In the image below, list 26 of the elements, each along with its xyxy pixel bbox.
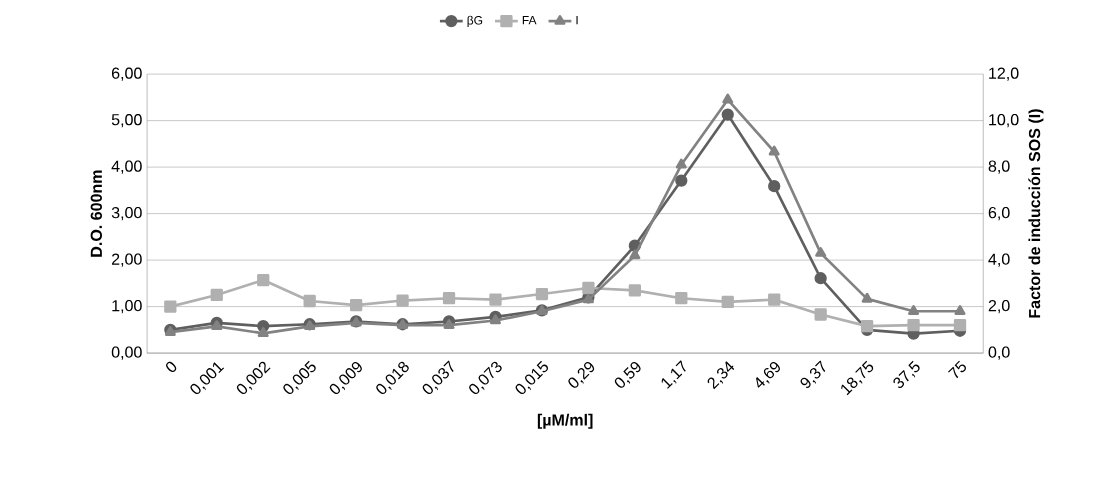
x-tick-label: 0 [166, 361, 177, 372]
y2-tick-label: 2,0 [988, 299, 1010, 314]
x-tick-label: 4,69 [756, 361, 780, 388]
y2-tick-label: 6,0 [988, 206, 1010, 221]
y-tick-label: 1,00 [112, 299, 142, 314]
x-tick-label: 75 [948, 360, 966, 379]
x-axis-title: [µM/ml] [537, 413, 593, 429]
y-tick-label: 6,00 [111, 67, 142, 81]
y2-tick-label: 0,0 [988, 346, 1010, 360]
y-tick-label: 2,00 [111, 253, 142, 267]
y2-axis-title: Factor de inducción SOS (I) [1028, 109, 1044, 318]
y-tick-label: 4,00 [111, 160, 142, 174]
y2-tick-label: 10,0 [989, 113, 1019, 128]
legend-label: βG [467, 15, 483, 27]
x-tick-label: 0,29 [568, 361, 595, 388]
x-tick-label: 37,5 [893, 360, 920, 389]
y2-tick-label: 4,0 [988, 253, 1010, 267]
legend-label: I [576, 15, 578, 25]
y2-tick-label: 12,0 [989, 67, 1019, 81]
legend-label: FA [522, 15, 537, 25]
y2-tick-label: 8,0 [988, 160, 1010, 174]
y-tick-label: 3,00 [111, 206, 142, 221]
y-axis-title: D.O. 600nm [90, 170, 102, 257]
y-tick-label: 5,00 [111, 113, 142, 128]
y-tick-label: 0,00 [111, 346, 142, 360]
x-tick-label: 0,59 [614, 361, 641, 388]
